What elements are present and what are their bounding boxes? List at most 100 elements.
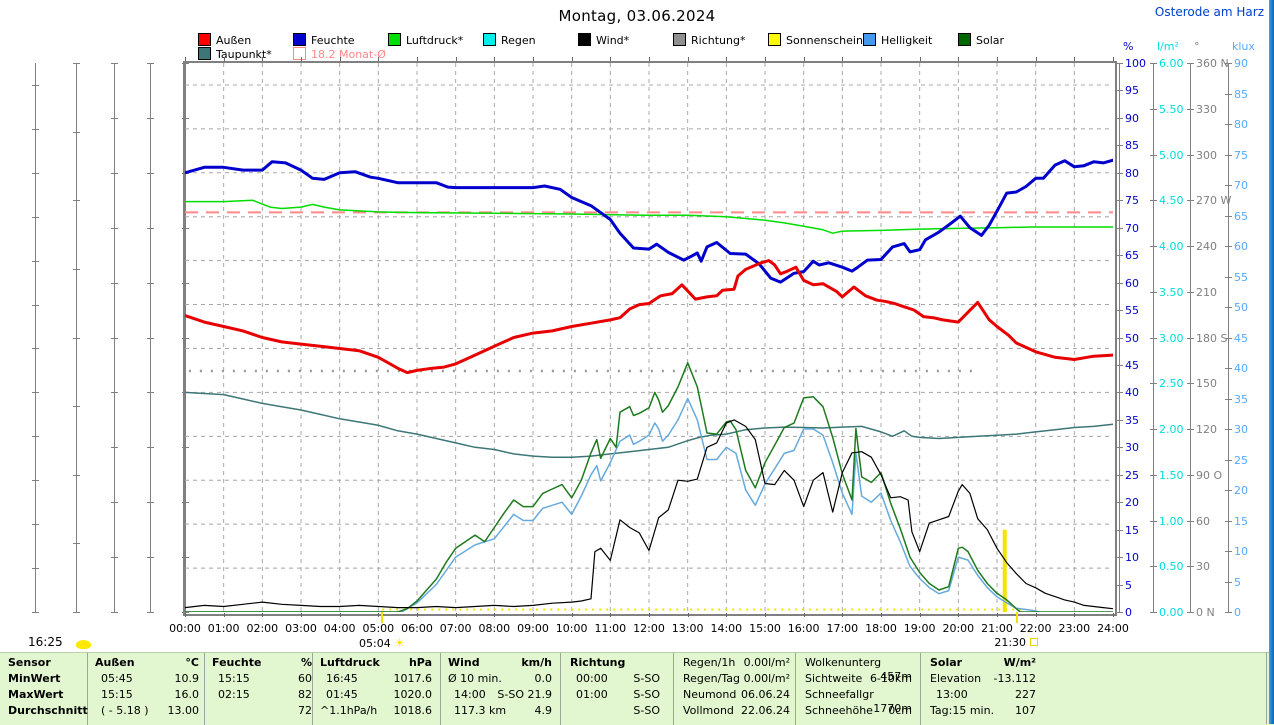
axis-unit: l/m² bbox=[1157, 40, 1179, 53]
cell-value: 22.06.24 bbox=[741, 704, 790, 717]
axis-tick bbox=[111, 63, 118, 64]
axis-tick bbox=[1225, 215, 1232, 217]
axis-unit: ° bbox=[1194, 40, 1200, 53]
table-row: 02:15 82 bbox=[212, 688, 312, 702]
axis-label: 10 bbox=[1125, 551, 1139, 565]
table-row: Regen/1h 0.00l/m² bbox=[683, 656, 790, 670]
x-tick bbox=[185, 613, 186, 617]
table-row: 01:45 1020.0 bbox=[320, 688, 432, 702]
x-tick-top bbox=[997, 57, 998, 61]
x-tick bbox=[301, 613, 302, 617]
axis-label: 85 bbox=[1234, 87, 1248, 101]
x-tick-top bbox=[494, 57, 496, 61]
group-unit: °C bbox=[185, 656, 199, 669]
axis-tick bbox=[1150, 154, 1157, 156]
x-tick-top bbox=[339, 57, 341, 61]
axis-label: 30 bbox=[1196, 560, 1210, 574]
axis-label: 35 bbox=[1125, 413, 1139, 427]
table-row: 13:00 227 bbox=[930, 688, 1036, 702]
axis-label: 50 bbox=[1125, 331, 1139, 345]
cell-value: 1020.0 bbox=[393, 688, 433, 701]
cell-label: 15:15 bbox=[101, 688, 133, 701]
cell-label: Ø 10 min. bbox=[448, 672, 502, 685]
x-tick-label: 24:00 bbox=[1097, 622, 1129, 635]
axis-tick bbox=[182, 117, 189, 119]
axis-tick bbox=[32, 260, 39, 262]
axis-tick bbox=[147, 557, 154, 559]
axis-label: 40 bbox=[1234, 362, 1248, 375]
axis-tick bbox=[1116, 337, 1123, 339]
x-tick-top bbox=[687, 57, 689, 61]
axis-tick bbox=[1225, 337, 1232, 339]
cell-label: 01:00 bbox=[576, 688, 608, 701]
axis-label: 4.00 bbox=[1159, 240, 1184, 253]
x-tick-label: 22:00 bbox=[1019, 622, 1052, 635]
axis-label: 30 bbox=[1234, 423, 1248, 436]
x-tick-label: 07:00 bbox=[439, 622, 472, 635]
axis-tick bbox=[1225, 551, 1232, 552]
x-tick-top bbox=[223, 57, 225, 61]
axis-unit: % bbox=[1123, 40, 1134, 53]
cell-label: 16:45 bbox=[326, 672, 358, 685]
axis-label: 5 bbox=[1234, 575, 1241, 589]
table-row: 01:00 S-SO bbox=[570, 688, 660, 702]
axis-tick bbox=[1225, 307, 1232, 308]
cell-label: 14:00 bbox=[454, 688, 486, 701]
cell-label: 13:00 bbox=[936, 688, 968, 701]
cell-label: Regen/Tag bbox=[683, 672, 740, 685]
x-tick bbox=[919, 613, 921, 617]
axis-tick bbox=[32, 436, 39, 438]
cell-label: 05:45 bbox=[101, 672, 133, 685]
axis-label: 25 bbox=[1125, 468, 1139, 482]
legend-label: Helligkeit bbox=[881, 34, 933, 47]
axis-tick bbox=[1116, 392, 1123, 394]
axis-tick bbox=[182, 282, 189, 284]
legend-item-feuchte: Feuchte bbox=[293, 33, 355, 47]
table-row: Neumond 06.06.24 bbox=[683, 688, 790, 702]
table-divider bbox=[312, 653, 313, 725]
cell-value: 10.9 bbox=[174, 672, 200, 685]
axis-label: 100 bbox=[1125, 57, 1146, 70]
page-title: Montag, 03.06.2024 bbox=[558, 7, 716, 25]
cell-label: Tag:15 min. bbox=[930, 704, 995, 717]
plot-frame bbox=[183, 61, 1117, 616]
x-tick-label: 05:00 bbox=[362, 622, 395, 635]
axis-tick bbox=[1225, 124, 1232, 125]
group-unit: W/m² bbox=[1003, 656, 1036, 669]
axis-tick bbox=[1225, 581, 1232, 583]
x-tick-label: 19:00 bbox=[903, 622, 936, 635]
axis-tick bbox=[1150, 429, 1157, 430]
axis-tick bbox=[1116, 529, 1123, 531]
axis-tick bbox=[1116, 584, 1123, 586]
axis-tick bbox=[32, 480, 39, 482]
axis-label: 180 S bbox=[1196, 331, 1228, 345]
x-tick-top bbox=[1035, 57, 1037, 61]
axis-tick bbox=[73, 131, 80, 133]
cell-label: Elevation bbox=[930, 672, 982, 685]
axis-tick bbox=[111, 227, 118, 229]
axis-label: 20 bbox=[1125, 496, 1139, 510]
table-divider bbox=[673, 653, 674, 725]
axis-label: 210 bbox=[1196, 285, 1217, 299]
axis-label: 360 N bbox=[1196, 57, 1229, 70]
axis-tick bbox=[182, 557, 189, 559]
legend-item-au-en: Außen bbox=[198, 33, 251, 47]
axis-tick bbox=[1116, 200, 1123, 202]
table-rowhead: Durchschnitt bbox=[8, 704, 88, 717]
x-tick bbox=[455, 613, 457, 617]
axis-tick bbox=[1150, 246, 1157, 247]
x-tick-top bbox=[881, 57, 882, 61]
table-rowhead: MaxWert bbox=[8, 688, 64, 701]
sunset-marker-line bbox=[1016, 612, 1019, 623]
axis-tick bbox=[1116, 419, 1123, 421]
x-tick-label: 11:00 bbox=[594, 622, 627, 635]
axis-tick bbox=[111, 392, 118, 394]
table-group-header: Luftdruck hPa bbox=[320, 656, 432, 670]
x-tick-top bbox=[842, 57, 844, 61]
axis-tick bbox=[1150, 612, 1157, 613]
axis-tick bbox=[73, 268, 80, 270]
axis-tick bbox=[147, 447, 154, 449]
axis-tick bbox=[1187, 337, 1194, 339]
table-row: 00:00 S-SO bbox=[570, 672, 660, 686]
axis-tick bbox=[1187, 612, 1194, 613]
